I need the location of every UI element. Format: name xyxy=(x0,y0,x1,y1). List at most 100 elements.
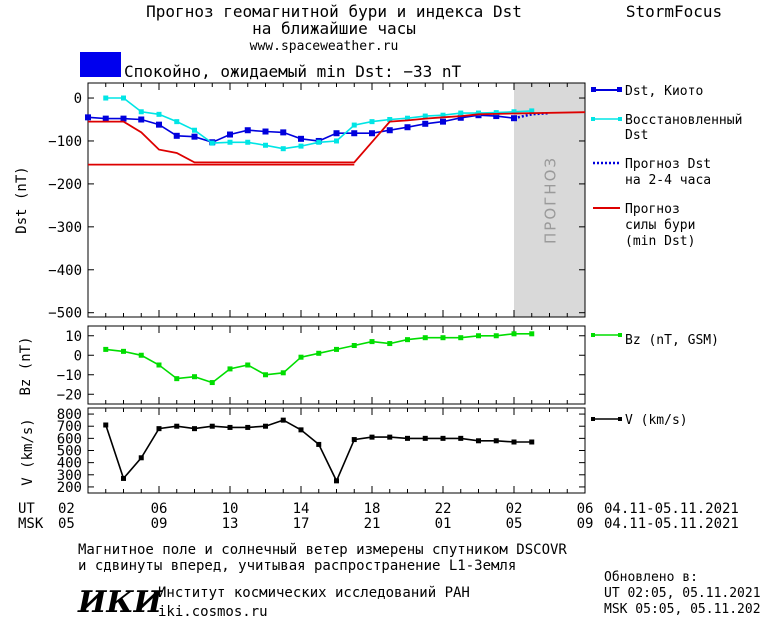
dst-series-0-point xyxy=(138,116,145,123)
ut-tick-label: 02 xyxy=(506,501,523,517)
dst-series-1-point xyxy=(440,112,446,118)
dst-series-0-point xyxy=(298,135,304,142)
dst-series-0-point xyxy=(404,124,411,131)
legend-storm-label-2: силы бури xyxy=(625,218,695,233)
ut-tick-label: 02 xyxy=(58,501,75,517)
legend-dst-restored-label: Восстановленный xyxy=(625,113,742,128)
ut-tick-label: 06 xyxy=(577,501,594,517)
dst-series-0-point xyxy=(333,130,340,137)
msk-date-range: 04.11-05.11.2021 xyxy=(604,516,739,532)
updated-msk: MSK 05:05, 05.11.2021 xyxy=(604,602,760,617)
bz-series-0-point xyxy=(209,380,215,386)
v-series-0-point xyxy=(121,475,126,481)
bz-series-0-point xyxy=(334,346,339,352)
iki-logo: ИКИ xyxy=(77,585,164,620)
ut-tick-label: 22 xyxy=(435,501,452,517)
v-series-0-point xyxy=(440,435,446,441)
bz-series-0-point xyxy=(511,331,517,337)
bz-y-tick-label: −10 xyxy=(57,368,82,384)
updated-ut: UT 02:05, 05.11.2021 xyxy=(604,586,760,601)
v-series-0-point xyxy=(511,439,517,445)
chart-title-line1: Прогноз геомагнитной бури и индекса Dst xyxy=(146,2,522,21)
legend-dst-kyoto-marker xyxy=(617,87,622,92)
dst-y-tick-label: −400 xyxy=(48,263,82,279)
bz-series-0-point xyxy=(316,350,322,356)
v-series-0-point xyxy=(476,438,481,444)
dst-series-1-point xyxy=(493,110,499,116)
bz-series-0-point xyxy=(280,370,286,376)
v-y-tick-label: 200 xyxy=(57,480,82,496)
v-y-tick-label: 800 xyxy=(57,407,82,423)
dst-y-tick-label: 0 xyxy=(74,91,82,107)
dst-series-1-point xyxy=(476,110,481,116)
v-series-0-point xyxy=(493,438,499,444)
msk-tick-label: 09 xyxy=(151,516,168,532)
v-y-tick-label: 300 xyxy=(57,468,82,484)
institute-url[interactable]: iki.cosmos.ru xyxy=(158,604,268,620)
ut-tick-label: 18 xyxy=(364,501,381,517)
v-series-0-point xyxy=(263,423,268,429)
dst-series-0-point xyxy=(173,132,180,139)
dst-series-1-point xyxy=(422,113,428,119)
bz-series-0-line xyxy=(105,332,532,384)
dst-y-tick-label: −500 xyxy=(48,306,82,322)
dst-series-1-point xyxy=(263,142,268,148)
dst-axis-label: Dst (nT) xyxy=(14,166,30,233)
bz-series-0-point xyxy=(121,348,126,354)
bz-series-0-point xyxy=(298,354,304,360)
dst-series-group xyxy=(85,95,586,166)
footer-note-line2: и сдвинуты вперед, учитывая распростране… xyxy=(78,558,516,574)
chart-title-line2: на ближайшие часы xyxy=(252,19,416,38)
dst-series-1-point xyxy=(121,95,126,101)
bz-series-0-point xyxy=(192,374,197,380)
dst-series-0-point xyxy=(369,130,375,137)
v-series-0-point xyxy=(245,424,251,430)
bz-series-0-point xyxy=(351,343,357,348)
institute-name: Институт космических исследований РАН xyxy=(158,585,470,601)
v-series-0-point xyxy=(334,478,339,484)
msk-axis-label: MSK xyxy=(18,516,44,532)
dst-series-0-point xyxy=(102,115,109,122)
bz-series-0-point xyxy=(138,352,144,358)
dst-series-0-point xyxy=(244,127,251,134)
legend-bz-marker xyxy=(618,333,622,337)
v-axis-label: V (km/s) xyxy=(20,418,36,485)
dst-series-1-point xyxy=(351,122,357,128)
forecast-zone xyxy=(514,83,585,317)
bz-series-0-point xyxy=(227,366,233,372)
dst-series-0-point xyxy=(120,115,127,122)
bz-axis-label: Bz (nT) xyxy=(18,336,34,395)
bz-series-0-point xyxy=(387,341,393,347)
bz-series-0-point xyxy=(529,331,535,337)
dst-series-1-point xyxy=(529,108,535,114)
dst-series-1-point xyxy=(138,109,144,115)
legend-v-marker xyxy=(591,417,595,421)
dst-series-0-point xyxy=(493,113,500,120)
dst-series-1-point xyxy=(209,140,215,146)
ut-tick-label: 10 xyxy=(222,501,239,517)
bz-axis: 10 0 −10 −20 xyxy=(57,326,586,404)
legend-dst-forecast-label: Прогноз Dst xyxy=(625,157,711,172)
ut-tick-label: 06 xyxy=(151,501,168,517)
status-swatch xyxy=(80,52,121,77)
dst-y-tick-label: −200 xyxy=(48,177,82,193)
dst-series-0-point xyxy=(440,118,446,125)
time-tick-labels: 02 06 10 14 18 22 02 06 05 09 13 17 21 01 05 09 xyxy=(58,501,593,532)
dst-series-0-point xyxy=(191,133,198,140)
bz-series-0-point xyxy=(405,337,410,343)
bz-series-group xyxy=(103,331,535,386)
dst-series-0-point xyxy=(156,121,162,128)
dst-series-1-point xyxy=(298,143,304,149)
v-series-0-point xyxy=(387,434,393,440)
v-series-0-point xyxy=(138,455,144,461)
v-series-0-point xyxy=(458,435,464,441)
dst-series-0-point xyxy=(511,115,517,122)
footer-note-line1: Магнитное поле и солнечный ветер измерен… xyxy=(78,542,567,558)
source-url[interactable]: www.spaceweather.ru xyxy=(250,39,399,54)
v-series-0-point xyxy=(227,424,233,430)
bz-series-0-point xyxy=(422,335,428,341)
msk-tick-label: 21 xyxy=(364,516,381,532)
bz-series-0-point xyxy=(369,339,375,345)
v-y-tick-label: 600 xyxy=(57,431,82,447)
bz-series-0-point xyxy=(156,362,162,368)
